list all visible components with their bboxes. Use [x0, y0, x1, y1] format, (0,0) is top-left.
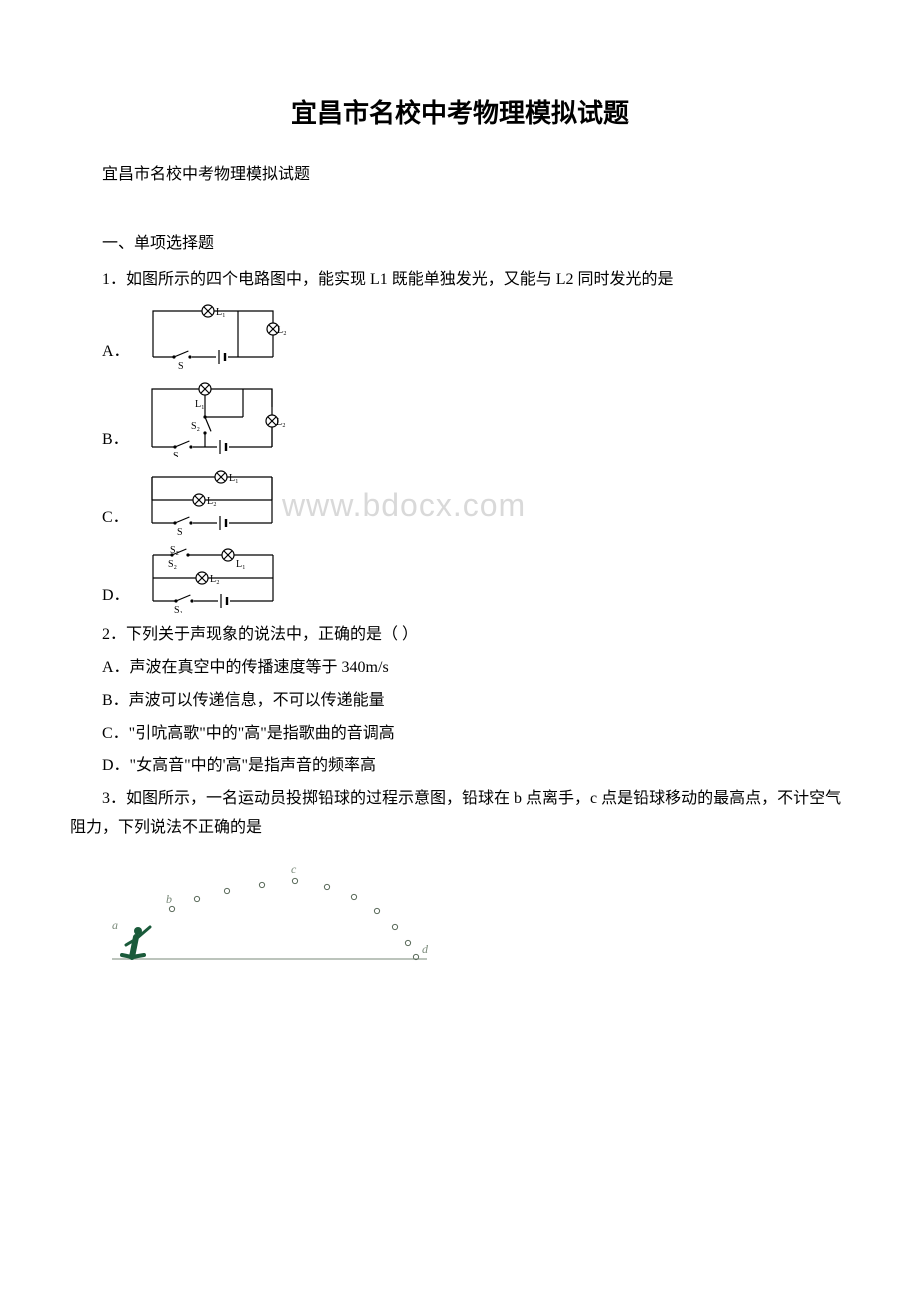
svg-text:L₂: L₂: [207, 496, 217, 507]
trajectory-diagram: a b c d: [102, 851, 432, 961]
svg-text:b: b: [166, 892, 172, 906]
svg-text:L₁: L₁: [229, 473, 239, 484]
q3-figure: a b c d: [102, 851, 850, 972]
q2-option-a: A．声波在真空中的传播速度等于 340m/s: [70, 654, 850, 683]
option-label: A．: [102, 338, 130, 369]
section-heading: 一、单项选择题: [70, 230, 850, 259]
page-title: 宜昌市名校中考物理模拟试题: [70, 90, 850, 137]
q1-stem: 1．如图所示的四个电路图中，能实现 L1 既能单独发光，又能与 L2 同时发光的…: [70, 266, 850, 295]
svg-text:L₂: L₂: [276, 417, 286, 428]
watermark-text: www.bdocx.com: [282, 477, 526, 535]
option-label: B．: [102, 426, 129, 457]
circuit-diagram-d: S₂ L₁ S₂ L₂ S₁: [138, 543, 288, 613]
svg-text:L₂: L₂: [210, 574, 220, 585]
svg-text:S₂: S₂: [170, 545, 179, 556]
q2-option-b: B．声波可以传递信息，不可以传递能量: [70, 687, 850, 716]
circuit-diagram-c: L₁ L₂ S: [137, 465, 287, 535]
q2-stem: 2．下列关于声现象的说法中，正确的是（ ）: [70, 621, 850, 650]
svg-text:S₁: S₁: [174, 605, 183, 613]
svg-text:L₂: L₂: [277, 325, 287, 336]
svg-text:d: d: [422, 942, 429, 956]
svg-text:L₁: L₁: [216, 307, 226, 318]
q2-option-c: C．"引吭高歌"中的"高"是指歌曲的音调高: [70, 720, 850, 749]
q1-option-a: A． L₁ L₂ S: [102, 299, 850, 369]
svg-text:S: S: [177, 527, 183, 535]
svg-text:S: S: [178, 361, 184, 369]
svg-text:S₁: S₁: [173, 451, 182, 457]
svg-text:c: c: [291, 862, 297, 876]
q1-option-b: B． L₁ S₁ S₂ L₂: [102, 377, 850, 457]
svg-text:S₂: S₂: [168, 559, 177, 570]
q1-option-c: C． L₁ L₂ S www.bdocx.com: [102, 465, 850, 535]
svg-text:L₁: L₁: [195, 399, 205, 410]
svg-text:a: a: [112, 918, 118, 932]
circuit-diagram-a: L₁ L₂ S: [138, 299, 288, 369]
subtitle: 宜昌市名校中考物理模拟试题: [70, 161, 850, 190]
q1-option-d: D． S₂ L₁ S₂ L₂ S₁: [102, 543, 850, 613]
circuit-diagram-b: L₁ S₁ S₂ L₂: [137, 377, 287, 457]
option-label: C．: [102, 504, 129, 535]
q2-option-d: D．"女高音"中的'高"是指声音的频率高: [70, 752, 850, 781]
option-label: D．: [102, 582, 130, 613]
svg-text:L₁: L₁: [236, 559, 246, 570]
svg-text:S₂: S₂: [191, 421, 200, 432]
q3-stem: 3．如图所示，一名运动员投掷铅球的过程示意图，铅球在 b 点离手，c 点是铅球移…: [70, 785, 850, 843]
